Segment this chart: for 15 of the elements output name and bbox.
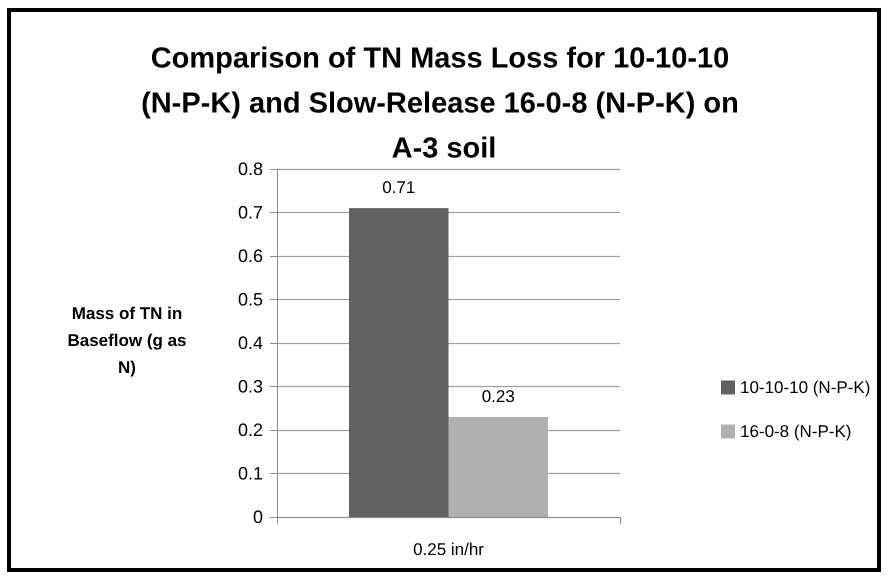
legend-label: 10-10-10 (N-P-K) (740, 378, 870, 397)
y-tick-label: 0.5 (238, 290, 263, 310)
y-tick-label: 0.3 (238, 376, 263, 396)
y-tick-label: 0 (252, 507, 263, 527)
y-tick-label: 0.4 (238, 333, 263, 353)
y-tick-label: 0.6 (238, 246, 263, 266)
y-tick-label: 0.8 (238, 159, 263, 179)
y-tick-label: 0.2 (238, 420, 263, 440)
data-label: 0.23 (482, 386, 515, 406)
data-label: 0.71 (382, 178, 416, 198)
legend-label: 16-0-8 (N-P-K) (740, 422, 852, 441)
y-axis-title: Mass of TN in Baseflow (g as N) (66, 303, 188, 379)
y-tick-label: 0.1 (238, 464, 263, 484)
y-tick-label: 0.7 (238, 202, 263, 222)
x-tick-label: 0.25 in/hr (413, 540, 484, 559)
